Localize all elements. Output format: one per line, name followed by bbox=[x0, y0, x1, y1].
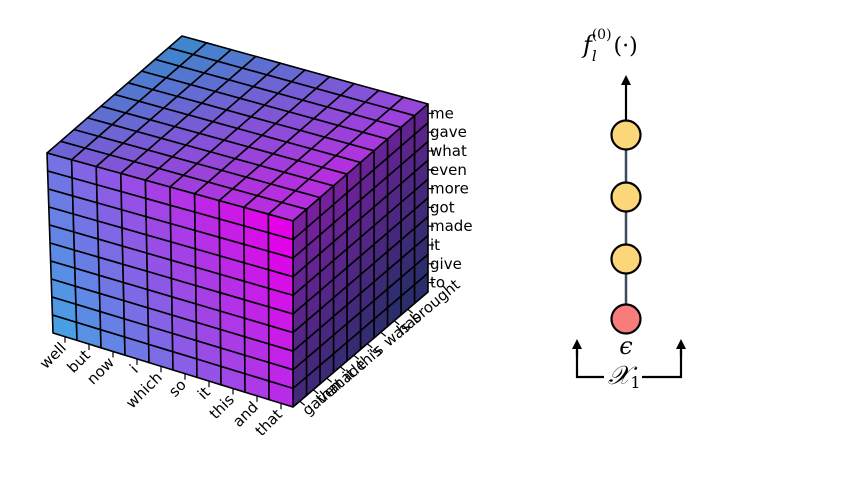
epsilon-label: ϵ bbox=[619, 332, 632, 360]
z-axis-label: even bbox=[430, 161, 467, 179]
x-axis-label: i bbox=[126, 361, 142, 377]
input-label-bg bbox=[604, 360, 642, 390]
z-axis-label: got bbox=[430, 198, 455, 216]
depth-axis-tick bbox=[312, 389, 319, 395]
z-axis-label: me bbox=[430, 104, 454, 122]
x-axis-label: so bbox=[165, 376, 190, 401]
z-axis-label: what bbox=[430, 142, 467, 160]
z-axis-label: to bbox=[430, 274, 445, 292]
front-cell bbox=[268, 380, 294, 408]
output-function-label: fl(0)(·) bbox=[581, 27, 638, 65]
depth-axis-tick bbox=[380, 331, 387, 337]
depth-axis-tick bbox=[299, 400, 306, 406]
cube-top-face bbox=[46, 35, 429, 222]
z-axis-label: gave bbox=[430, 123, 467, 141]
depth-axis-tick bbox=[339, 366, 346, 372]
depth-axis-tick bbox=[393, 320, 400, 326]
x-axis-label: it bbox=[194, 383, 214, 403]
x-axis-label: which bbox=[122, 368, 166, 412]
cube-front-face bbox=[46, 152, 294, 408]
z-axis-label: more bbox=[430, 180, 469, 198]
x-axis-label: well bbox=[36, 339, 70, 373]
hidden-node bbox=[610, 119, 642, 151]
input-node bbox=[610, 303, 642, 335]
z-axis-label: it bbox=[430, 236, 440, 254]
depth-axis-tick bbox=[326, 377, 333, 383]
hidden-node bbox=[610, 243, 642, 275]
depth-axis-tick bbox=[366, 343, 373, 349]
network-diagram: fl(0)(·) ϵ 𝒳1 bbox=[572, 27, 686, 392]
z-axis-label: made bbox=[430, 217, 473, 235]
depth-axis-tick bbox=[407, 308, 414, 314]
hidden-node bbox=[610, 181, 642, 213]
cube-side-face bbox=[292, 103, 429, 408]
z-axis-label: give bbox=[430, 255, 462, 273]
depth-axis-tick bbox=[353, 354, 360, 360]
